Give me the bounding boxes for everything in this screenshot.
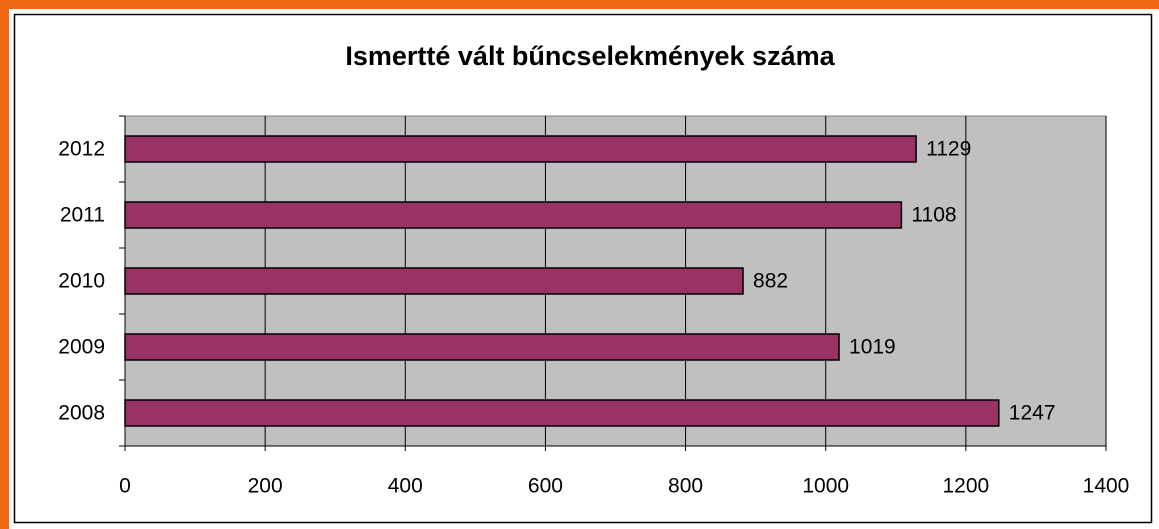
- x-tick-label: 0: [119, 475, 131, 498]
- bar: [124, 399, 1000, 427]
- x-tick-label: 1000: [802, 475, 849, 498]
- chart-title: Ismertté vált bűncselekmények száma: [345, 41, 835, 71]
- y-tick-label: 2011: [60, 204, 105, 227]
- frame-left: [0, 0, 9, 529]
- y-tick-label: 2008: [58, 402, 105, 425]
- frame-top: [0, 0, 1159, 9]
- x-tick-label: 600: [528, 475, 563, 498]
- value-label: 1108: [911, 204, 956, 227]
- bar: [124, 267, 744, 295]
- x-tick-label: 1400: [1083, 475, 1130, 498]
- y-tick-label: 2009: [58, 336, 105, 359]
- value-label: 1247: [1009, 402, 1056, 425]
- bar: [124, 201, 903, 229]
- value-label: 882: [753, 270, 788, 293]
- chart-border: [13, 13, 1153, 524]
- value-label: 1129: [926, 138, 971, 161]
- x-tick-label: 800: [668, 475, 703, 498]
- x-tick-label: 1200: [942, 475, 989, 498]
- value-label: 1019: [849, 336, 896, 359]
- x-tick-label: 200: [248, 475, 283, 498]
- bar: [124, 333, 840, 361]
- bar: [124, 135, 917, 163]
- y-tick-label: 2012: [58, 138, 105, 161]
- y-tick-label: 2010: [58, 270, 105, 293]
- x-tick-label: 400: [388, 475, 423, 498]
